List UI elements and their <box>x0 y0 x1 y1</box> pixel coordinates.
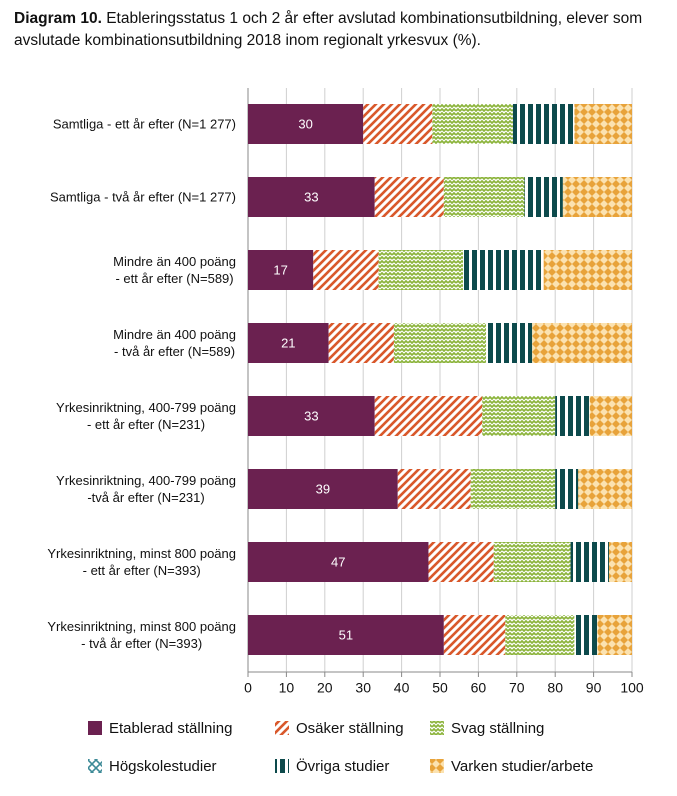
bar-segment <box>248 177 375 217</box>
y-tick-label: Yrkesinriktning, minst 800 poäng - ett å… <box>47 546 236 578</box>
bar-segment <box>482 396 556 436</box>
y-tick-label: Yrkesinriktning, 400-799 poäng - ett år … <box>56 400 236 432</box>
bar-segment <box>505 615 575 655</box>
bar-segment <box>393 323 487 363</box>
bar-segment <box>363 104 433 144</box>
data-label: 33 <box>304 189 318 204</box>
data-label: 47 <box>331 554 345 569</box>
chart-title: Etableringsstatus 1 och 2 år efter avslu… <box>14 10 643 49</box>
bar-segment <box>543 250 632 290</box>
bar-segment <box>470 469 556 509</box>
x-tick-label: 30 <box>355 680 371 696</box>
bar-segment <box>248 615 444 655</box>
y-tick-label-box: Yrkesinriktning, minst 800 poäng - två å… <box>47 618 236 652</box>
bar-segment <box>608 542 632 582</box>
bar-segment <box>512 104 575 144</box>
legend-swatch <box>430 759 444 773</box>
bar-segment <box>248 396 375 436</box>
x-tick-label: 10 <box>279 680 295 696</box>
bar-segment <box>463 250 544 290</box>
y-tick-label: Mindre än 400 poäng - två år efter (N=58… <box>113 327 236 359</box>
y-tick-label: Samtliga - två år efter (N=1 277) <box>49 189 236 205</box>
y-tick-label-box: Yrkesinriktning, minst 800 poäng - ett å… <box>47 545 236 579</box>
bar-segment <box>493 542 571 582</box>
bar-segment <box>432 104 513 144</box>
y-tick-label: Mindre än 400 poäng - ett år efter (N=58… <box>113 254 236 286</box>
x-tick-label: 0 <box>244 680 252 696</box>
bar-segment <box>574 615 598 655</box>
y-tick-label-box: Mindre än 400 poäng - två år efter (N=58… <box>113 326 236 360</box>
legend-swatch <box>275 759 289 773</box>
y-tick-label: Yrkesinriktning, 400-799 poäng -två år e… <box>56 473 236 505</box>
x-tick-label: 90 <box>586 680 602 696</box>
bar-segment <box>486 323 533 363</box>
bar-segment <box>248 542 429 582</box>
bar-segment <box>374 396 483 436</box>
legend-label: Högskolestudier <box>109 758 217 775</box>
y-tick-label-box: Yrkesinriktning, 400-799 poäng - ett år … <box>56 399 236 433</box>
legend-label: Osäker ställning <box>296 720 404 737</box>
x-tick-label: 70 <box>509 680 525 696</box>
bar-segment <box>248 250 314 290</box>
bar-segment <box>248 104 364 144</box>
legend-label: Etablerad ställning <box>109 720 232 737</box>
bar-segment <box>443 177 525 217</box>
bar-segment <box>443 615 506 655</box>
bar-segment <box>428 542 494 582</box>
bar-segment <box>578 469 632 509</box>
bar-segment <box>313 250 379 290</box>
bar-segment <box>328 323 394 363</box>
x-tick-label: 80 <box>547 680 563 696</box>
data-label: 21 <box>281 335 295 350</box>
y-tick-label-box: Samtliga - ett år efter (N=1 277) <box>53 116 236 133</box>
x-tick-label: 50 <box>432 680 448 696</box>
x-tick-label: 60 <box>471 680 487 696</box>
y-tick-label: Samtliga - ett år efter (N=1 277) <box>52 116 236 132</box>
bar-segment <box>555 396 590 436</box>
x-tick-label: 100 <box>620 680 644 696</box>
bar-segment <box>248 469 398 509</box>
legend-label: Varken studier/arbete <box>451 758 593 775</box>
y-tick-label-box: Mindre än 400 poäng - ett år efter (N=58… <box>113 253 236 287</box>
x-tick-label: 20 <box>317 680 333 696</box>
data-label: 51 <box>339 627 353 642</box>
bar-segment <box>374 177 444 217</box>
legend-label: Övriga studier <box>296 757 389 775</box>
y-tick-label-box: Samtliga - två år efter (N=1 277) <box>50 189 236 206</box>
bar-segment <box>248 323 329 363</box>
bar-segment <box>574 104 632 144</box>
bar-segment <box>570 542 609 582</box>
bar-segment <box>555 469 579 509</box>
legend-swatch <box>430 721 444 735</box>
data-label: 33 <box>304 408 318 423</box>
y-tick-label: Yrkesinriktning, minst 800 poäng - två å… <box>47 619 236 651</box>
bar-segment <box>378 250 464 290</box>
chart-title-label: Diagram 10. <box>14 10 102 27</box>
legend-swatch <box>275 721 289 735</box>
legend-label: Svag ställning <box>451 720 544 737</box>
x-tick-label: 40 <box>394 680 410 696</box>
y-tick-label-box: Yrkesinriktning, 400-799 poäng -två år e… <box>56 472 236 506</box>
bar-segment <box>397 469 471 509</box>
bar-segment <box>589 396 632 436</box>
data-label: 17 <box>273 262 287 277</box>
data-label: 39 <box>316 481 330 496</box>
chart-title-block: Diagram 10. Etableringsstatus 1 och 2 år… <box>14 8 664 52</box>
legend-swatch <box>88 721 102 735</box>
bar-segment <box>532 323 632 363</box>
bar-segment <box>524 177 563 217</box>
bar-segment <box>562 177 632 217</box>
bar-segment <box>597 615 632 655</box>
data-label: 30 <box>298 116 312 131</box>
legend-swatch <box>88 759 102 773</box>
